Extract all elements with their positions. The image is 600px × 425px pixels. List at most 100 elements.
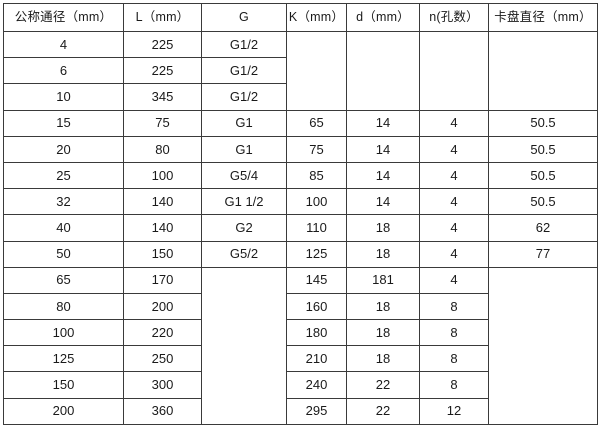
- cell-nominal-diameter: 10: [3, 83, 124, 111]
- table-row: 6 225 G1/2: [3, 57, 598, 85]
- table-row: 40 140 G2 110 18 4 62: [3, 214, 598, 242]
- cell-length: 140: [123, 214, 202, 242]
- cell-d: 18: [346, 214, 420, 242]
- cell-k: 125: [286, 240, 347, 268]
- cell-thread-g: G1/2: [201, 30, 287, 59]
- cell-length: 80: [123, 135, 202, 163]
- cell-k: 210: [286, 345, 347, 373]
- column-header-d: d（mm）: [346, 3, 420, 32]
- cell-d: 181: [346, 266, 420, 294]
- column-header-k: K（mm）: [286, 3, 347, 32]
- cell-length: 200: [123, 292, 202, 321]
- cell-k: 160: [286, 292, 347, 321]
- cell-chuck-diameter: 50.5: [488, 109, 598, 137]
- column-header-thread-g: G: [201, 3, 287, 32]
- cell-hole-count: 8: [419, 345, 489, 373]
- cell-length: 220: [123, 319, 202, 347]
- cell-thread-g: G1: [201, 135, 287, 163]
- cell-hole-count: 8: [419, 292, 489, 321]
- table-row: 150 300 240 22 8: [3, 371, 598, 399]
- cell-thread-g: G5/4: [201, 161, 287, 190]
- cell-d-empty-block: [346, 31, 420, 111]
- table-body: 4 225 G1/2 6 225 G1/2 10 345 G1/2 15 75: [3, 30, 598, 425]
- cell-d: 14: [346, 161, 420, 190]
- cell-length: 170: [123, 266, 202, 294]
- cell-length: 140: [123, 188, 202, 216]
- cell-chuck-diameter: 50.5: [488, 135, 598, 163]
- cell-k: 65: [286, 109, 347, 137]
- cell-chuck-diameter: 50.5: [488, 161, 598, 190]
- cell-chuck-diameter: 50.5: [488, 188, 598, 216]
- cell-length: 360: [123, 397, 202, 425]
- cell-d: 22: [346, 397, 420, 425]
- cell-hole-count: 4: [419, 161, 489, 190]
- cell-d: 14: [346, 188, 420, 216]
- cell-length: 75: [123, 109, 202, 137]
- cell-d: 22: [346, 371, 420, 399]
- cell-length: 100: [123, 161, 202, 190]
- cell-hole-count: 8: [419, 319, 489, 347]
- column-header-nominal-diameter: 公称通径（mm）: [3, 3, 124, 32]
- table-row: 25 100 G5/4 85 14 4 50.5: [3, 161, 598, 190]
- cell-thread-g: G1/2: [201, 57, 287, 85]
- cell-hole-count: 4: [419, 240, 489, 268]
- cell-hole-count: 8: [419, 371, 489, 399]
- cell-nominal-diameter: 25: [3, 161, 124, 190]
- table-row: 15 75 G1 65 14 4 50.5: [3, 109, 598, 137]
- cell-k-empty-block: [286, 31, 347, 111]
- cell-hole-count: 4: [419, 188, 489, 216]
- cell-nominal-diameter: 150: [3, 371, 124, 399]
- cell-chuck-empty-block-bottom: [488, 266, 598, 425]
- cell-nominal-diameter: 15: [3, 109, 124, 137]
- cell-d: 18: [346, 319, 420, 347]
- cell-nominal-diameter: 4: [3, 30, 124, 59]
- cell-hole-count: 4: [419, 135, 489, 163]
- cell-hole-count-empty-block: [419, 31, 489, 111]
- column-header-chuck-diameter: 卡盘直径（mm）: [488, 3, 598, 32]
- cell-d: 14: [346, 109, 420, 137]
- cell-length: 345: [123, 83, 202, 111]
- cell-k: 75: [286, 135, 347, 163]
- cell-k: 180: [286, 319, 347, 347]
- cell-d: 18: [346, 240, 420, 268]
- table-row: 4 225 G1/2: [3, 30, 598, 111]
- table-row: 125 250 210 18 8: [3, 345, 598, 373]
- cell-k: 85: [286, 161, 347, 190]
- cell-nominal-diameter: 80: [3, 292, 124, 321]
- table-row: 50 150 G5/2 125 18 4 77: [3, 240, 598, 268]
- cell-thread-g-empty-block: [201, 266, 287, 425]
- cell-nominal-diameter: 50: [3, 240, 124, 268]
- cell-chuck-diameter: 62: [488, 214, 598, 242]
- cell-d: 18: [346, 345, 420, 373]
- cell-d: 14: [346, 135, 420, 163]
- cell-length: 250: [123, 345, 202, 373]
- table-row: 20 80 G1 75 14 4 50.5: [3, 135, 598, 163]
- cell-thread-g: G1: [201, 109, 287, 137]
- cell-nominal-diameter: 32: [3, 188, 124, 216]
- header-row: 公称通径（mm） L（mm） G K（mm） d（mm） n(孔数） 卡盘直径（…: [3, 3, 598, 32]
- cell-chuck-diameter: 77: [488, 240, 598, 268]
- cell-hole-count: 12: [419, 397, 489, 425]
- spec-table-sheet: 公称通径（mm） L（mm） G K（mm） d（mm） n(孔数） 卡盘直径（…: [3, 3, 598, 425]
- cell-d: 18: [346, 292, 420, 321]
- cell-length: 225: [123, 57, 202, 85]
- cell-length: 300: [123, 371, 202, 399]
- cell-nominal-diameter: 125: [3, 345, 124, 373]
- cell-nominal-diameter: 100: [3, 319, 124, 347]
- cell-length: 150: [123, 240, 202, 268]
- cell-k: 110: [286, 214, 347, 242]
- table-header: 公称通径（mm） L（mm） G K（mm） d（mm） n(孔数） 卡盘直径（…: [3, 3, 598, 32]
- table-row: 32 140 G1 1/2 100 14 4 50.5: [3, 188, 598, 216]
- cell-hole-count: 4: [419, 214, 489, 242]
- cell-nominal-diameter: 40: [3, 214, 124, 242]
- cell-k: 295: [286, 397, 347, 425]
- cell-length: 225: [123, 30, 202, 59]
- cell-thread-g: G2: [201, 214, 287, 242]
- cell-thread-g: G1 1/2: [201, 188, 287, 216]
- pipe-specification-table: 公称通径（mm） L（mm） G K（mm） d（mm） n(孔数） 卡盘直径（…: [3, 3, 598, 425]
- cell-thread-g: G5/2: [201, 240, 287, 268]
- cell-k: 240: [286, 371, 347, 399]
- cell-k: 145: [286, 266, 347, 294]
- column-header-length: L（mm）: [123, 3, 202, 32]
- cell-nominal-diameter: 200: [3, 397, 124, 425]
